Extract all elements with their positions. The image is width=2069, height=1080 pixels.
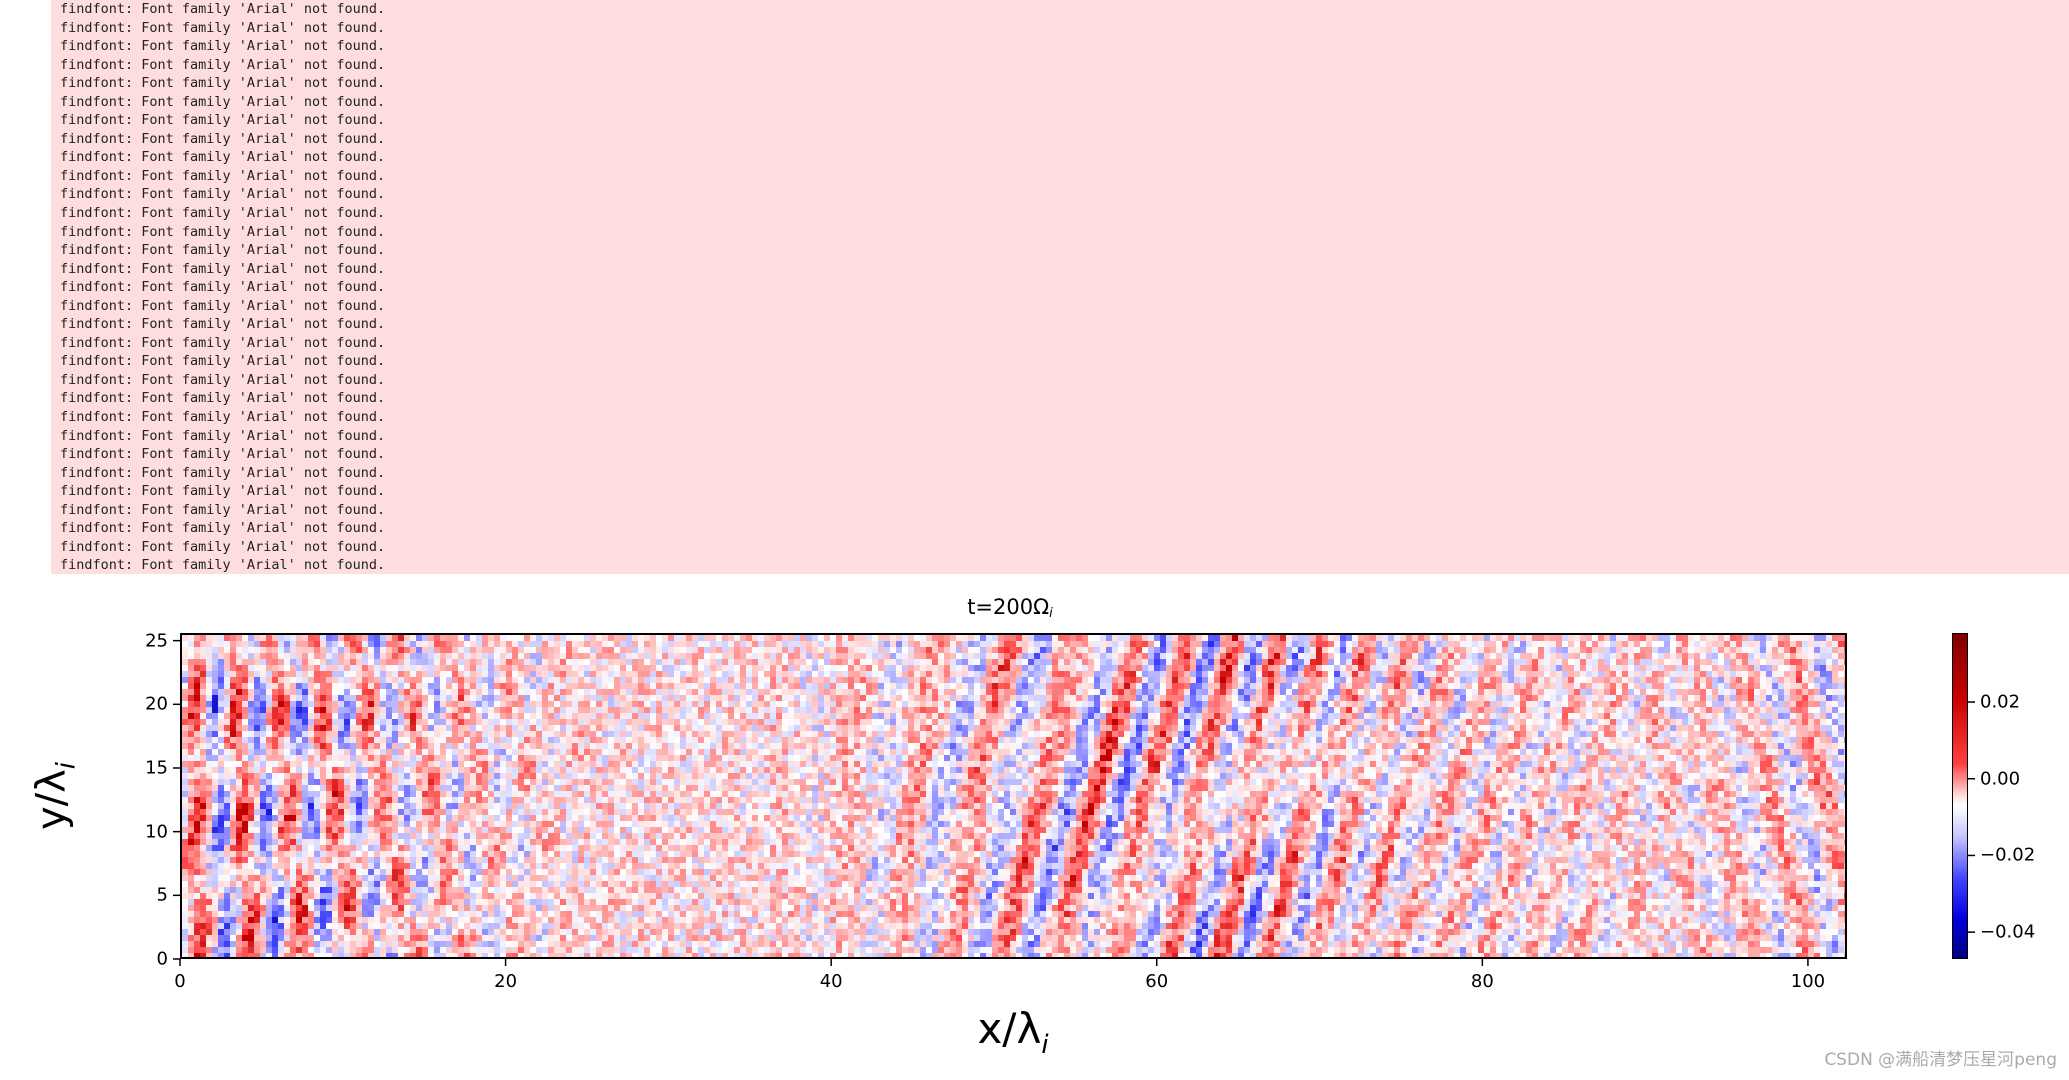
watermark: CSDN @满船清梦压星河peng [1824,1050,2057,1070]
stderr-line: findfont: Font family 'Arial' not found. [60,483,386,500]
stderr-line: findfont: Font family 'Arial' not found. [60,409,386,426]
stderr-line: findfont: Font family 'Arial' not found. [60,316,386,333]
stderr-line: findfont: Font family 'Arial' not found. [60,167,386,184]
stderr-line: findfont: Font family 'Arial' not found. [60,501,386,518]
stderr-line: findfont: Font family 'Arial' not found. [60,242,386,259]
colorbar-tick-label: 0.00 [1980,768,2021,790]
y-tick-label: 10 [145,821,168,843]
y-tick-label: 25 [145,630,168,652]
stderr-line: findfont: Font family 'Arial' not found. [60,93,386,110]
stderr-line: findfont: Font family 'Arial' not found. [60,297,386,314]
stderr-line: findfont: Font family 'Arial' not found. [60,56,386,73]
stderr-line: findfont: Font family 'Arial' not found. [60,557,386,574]
colorbar-tick-label: −0.02 [1980,844,2036,866]
colorbar [1952,633,1968,959]
x-tick-label: 40 [819,971,843,992]
x-tick-label: 20 [494,971,518,992]
stderr-line: findfont: Font family 'Arial' not found. [60,538,386,555]
stderr-line: findfont: Font family 'Arial' not found. [60,464,386,481]
stderr-line: findfont: Font family 'Arial' not found. [60,149,386,166]
plot-title: t=200Ωi [967,595,1053,621]
y-tick-label: 0 [156,948,168,970]
stderr-line: findfont: Font family 'Arial' not found. [60,186,386,203]
y-tick-label: 5 [156,884,168,906]
colorbar-tick-label: −0.04 [1980,921,2036,943]
stderr-line: findfont: Font family 'Arial' not found. [60,223,386,240]
x-tick-label: 80 [1470,971,1494,992]
x-tick-label: 0 [174,971,186,992]
stderr-line: findfont: Font family 'Arial' not found. [60,371,386,388]
stderr-line: findfont: Font family 'Arial' not found. [60,260,386,277]
x-tick-label: 60 [1145,971,1169,992]
y-axis-label: y/λi [28,761,82,831]
heatmap-image [182,635,1845,957]
y-tick-label: 20 [145,693,168,715]
stderr-line: findfont: Font family 'Arial' not found. [60,1,386,17]
stderr-line: findfont: Font family 'Arial' not found. [60,427,386,444]
stderr-line: findfont: Font family 'Arial' not found. [60,446,386,463]
colorbar-tick-label: 0.02 [1980,691,2021,713]
stderr-line: findfont: Font family 'Arial' not found. [60,353,386,370]
stderr-line: findfont: Font family 'Arial' not found. [60,112,386,129]
stderr-line: findfont: Font family 'Arial' not found. [60,520,386,537]
heatmap-axes [180,633,1847,959]
stderr-line: findfont: Font family 'Arial' not found. [60,334,386,351]
stderr-line: findfont: Font family 'Arial' not found. [60,130,386,147]
stderr-line: findfont: Font family 'Arial' not found. [60,38,386,55]
stderr-line: findfont: Font family 'Arial' not found. [60,19,386,36]
x-axis-label: x/λi [977,1004,1049,1060]
stderr-line: findfont: Font family 'Arial' not found. [60,279,386,296]
y-tick-label: 15 [145,757,168,779]
stderr-line: findfont: Font family 'Arial' not found. [60,75,386,92]
x-tick-label: 100 [1790,971,1826,992]
stderr-line: findfont: Font family 'Arial' not found. [60,390,386,407]
stderr-line: findfont: Font family 'Arial' not found. [60,205,386,222]
stderr-output: findfont: Font family 'Arial' not found.… [51,0,2069,574]
